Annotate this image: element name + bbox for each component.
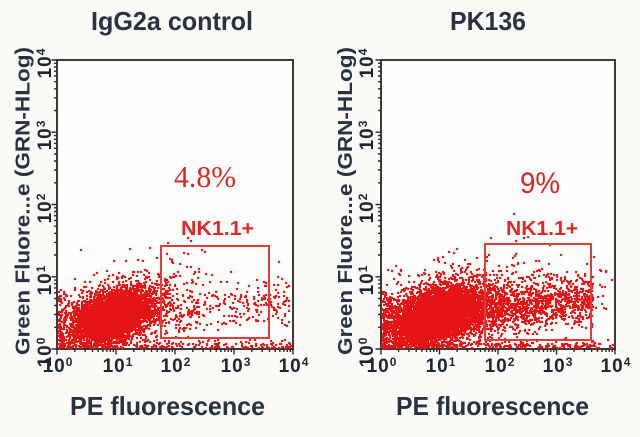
svg-text:103: 103: [356, 120, 378, 151]
svg-text:PE fluorescence: PE fluorescence: [396, 391, 589, 421]
svg-text:103: 103: [221, 355, 252, 377]
svg-text:101: 101: [103, 355, 134, 377]
svg-text:IgG2a control: IgG2a control: [91, 6, 253, 36]
svg-text:NK1.1+: NK1.1+: [506, 218, 578, 240]
svg-text:104: 104: [34, 48, 56, 79]
svg-text:100: 100: [356, 337, 378, 368]
svg-text:104: 104: [601, 355, 632, 377]
svg-text:PK136: PK136: [450, 6, 526, 36]
svg-text:PE fluorescence: PE fluorescence: [70, 391, 265, 421]
svg-text:103: 103: [543, 355, 574, 377]
svg-text:Green Fluore...e (GRN-HLog): Green Fluore...e (GRN-HLog): [13, 47, 35, 355]
svg-text:104: 104: [279, 355, 310, 377]
svg-text:102: 102: [356, 193, 378, 224]
svg-text:102: 102: [161, 355, 192, 377]
svg-text:4.8%: 4.8%: [174, 159, 236, 194]
svg-text:9%: 9%: [520, 167, 560, 200]
svg-text:104: 104: [356, 48, 378, 79]
svg-text:NK1.1+: NK1.1+: [181, 218, 254, 240]
svg-text:100: 100: [367, 355, 398, 377]
svg-text:Green Fluore...e (GRN-HLog): Green Fluore...e (GRN-HLog): [335, 47, 357, 355]
svg-text:101: 101: [426, 355, 457, 377]
svg-text:101: 101: [34, 265, 56, 296]
svg-text:102: 102: [34, 193, 56, 224]
svg-text:102: 102: [485, 355, 516, 377]
svg-text:100: 100: [43, 355, 74, 377]
svg-text:101: 101: [356, 265, 378, 296]
svg-text:103: 103: [34, 120, 56, 151]
svg-text:100: 100: [34, 337, 56, 368]
